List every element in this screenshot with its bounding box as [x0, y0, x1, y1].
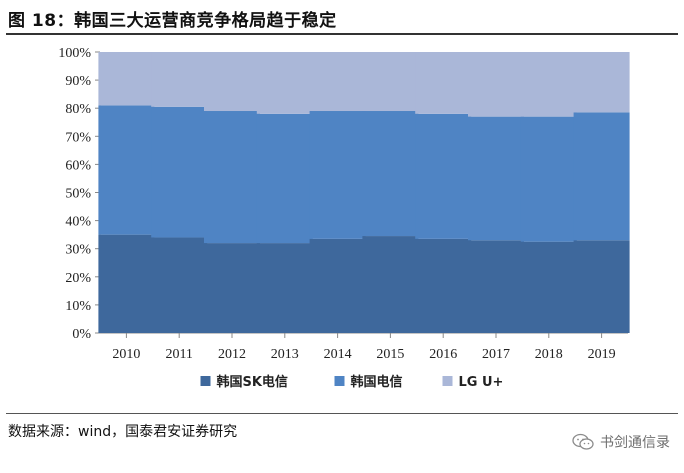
- x-tick-label: 2015: [376, 347, 404, 362]
- bar-segment-1: [573, 240, 630, 333]
- bar-segment-3: [98, 52, 155, 106]
- bar-segment-1: [415, 238, 472, 333]
- y-tick-label: 30%: [65, 243, 91, 258]
- y-tick-label: 80%: [65, 102, 91, 117]
- bar-segment-1: [520, 241, 577, 333]
- bar-segment-3: [468, 52, 524, 117]
- chart-title: 图 18：韩国三大运营商竞争格局趋于稳定: [8, 11, 337, 31]
- y-tick-label: 70%: [65, 130, 91, 145]
- x-tick-label: 2017: [482, 347, 510, 362]
- x-tick-label: 2014: [324, 347, 352, 362]
- bar-segment-2: [415, 113, 472, 239]
- bar-segment-2: [309, 111, 366, 239]
- bar-segment-1: [151, 237, 208, 333]
- bar-segment-2: [468, 116, 524, 241]
- bar-segment-3: [415, 52, 472, 114]
- y-tick-label: 0%: [72, 327, 91, 342]
- x-tick-label: 2019: [588, 347, 616, 362]
- bar-segment-2: [204, 111, 260, 244]
- y-tick-label: 60%: [65, 158, 91, 173]
- y-tick-label: 90%: [65, 74, 91, 89]
- bar-segment-1: [256, 243, 313, 333]
- bar-segment-3: [362, 52, 419, 112]
- bar-segment-2: [362, 111, 419, 237]
- bar-segment-3: [309, 52, 366, 112]
- bar-segment-1: [98, 234, 155, 333]
- x-tick-label: 2013: [271, 347, 299, 362]
- y-tick-label: 40%: [65, 215, 91, 230]
- chart-area: 0% 10% 20% 30% 40% 50% 60% 70% 80% 90% 100% 2010 201…: [0, 36, 684, 408]
- bar-segment-3: [204, 52, 260, 112]
- bar-segment-2: [573, 112, 630, 241]
- watermark: 书剑通信录: [572, 432, 670, 452]
- bar-segment-1: [309, 238, 366, 333]
- x-tick-label: 2011: [165, 347, 192, 362]
- bar-segment-3: [151, 52, 208, 107]
- x-tick-label: 2010: [112, 347, 140, 362]
- bar-segment-3: [520, 52, 577, 117]
- bar-segment-2: [520, 116, 577, 242]
- y-tick-label: 100%: [58, 46, 91, 61]
- bar-segment-2: [151, 106, 208, 238]
- title-divider: [6, 33, 678, 35]
- x-tick-label: 2016: [429, 347, 457, 362]
- stacked-bar-chart: 0% 10% 20% 30% 40% 50% 60% 70% 80% 90% 100% 2010 201…: [58, 46, 630, 390]
- legend-swatch-2: [334, 376, 345, 386]
- y-tick-label: 50%: [65, 187, 91, 202]
- bar-segment-2: [256, 113, 313, 244]
- bar-segment-3: [256, 52, 313, 114]
- bar-segment-1: [204, 243, 260, 333]
- legend-label-2: 韩国电信: [351, 374, 403, 390]
- x-tick-label: 2012: [218, 347, 246, 362]
- bar-segment-3: [573, 52, 630, 113]
- y-tick-label: 10%: [65, 299, 91, 314]
- source-note: 数据来源：wind，国泰君安证券研究: [8, 424, 238, 440]
- legend-label-3: LG U+: [459, 375, 504, 390]
- watermark-text: 书剑通信录: [600, 435, 670, 451]
- legend-swatch-3: [442, 376, 453, 386]
- legend-swatch-1: [200, 376, 211, 386]
- bar-segment-1: [468, 240, 524, 333]
- wechat-icon: [572, 433, 594, 450]
- bar-segment-2: [98, 105, 155, 235]
- bar-segment-1: [362, 236, 419, 333]
- y-tick-label: 20%: [65, 271, 91, 286]
- source-divider: [6, 413, 678, 414]
- legend-label-1: 韩国SK电信: [217, 374, 288, 390]
- x-tick-label: 2018: [535, 347, 563, 362]
